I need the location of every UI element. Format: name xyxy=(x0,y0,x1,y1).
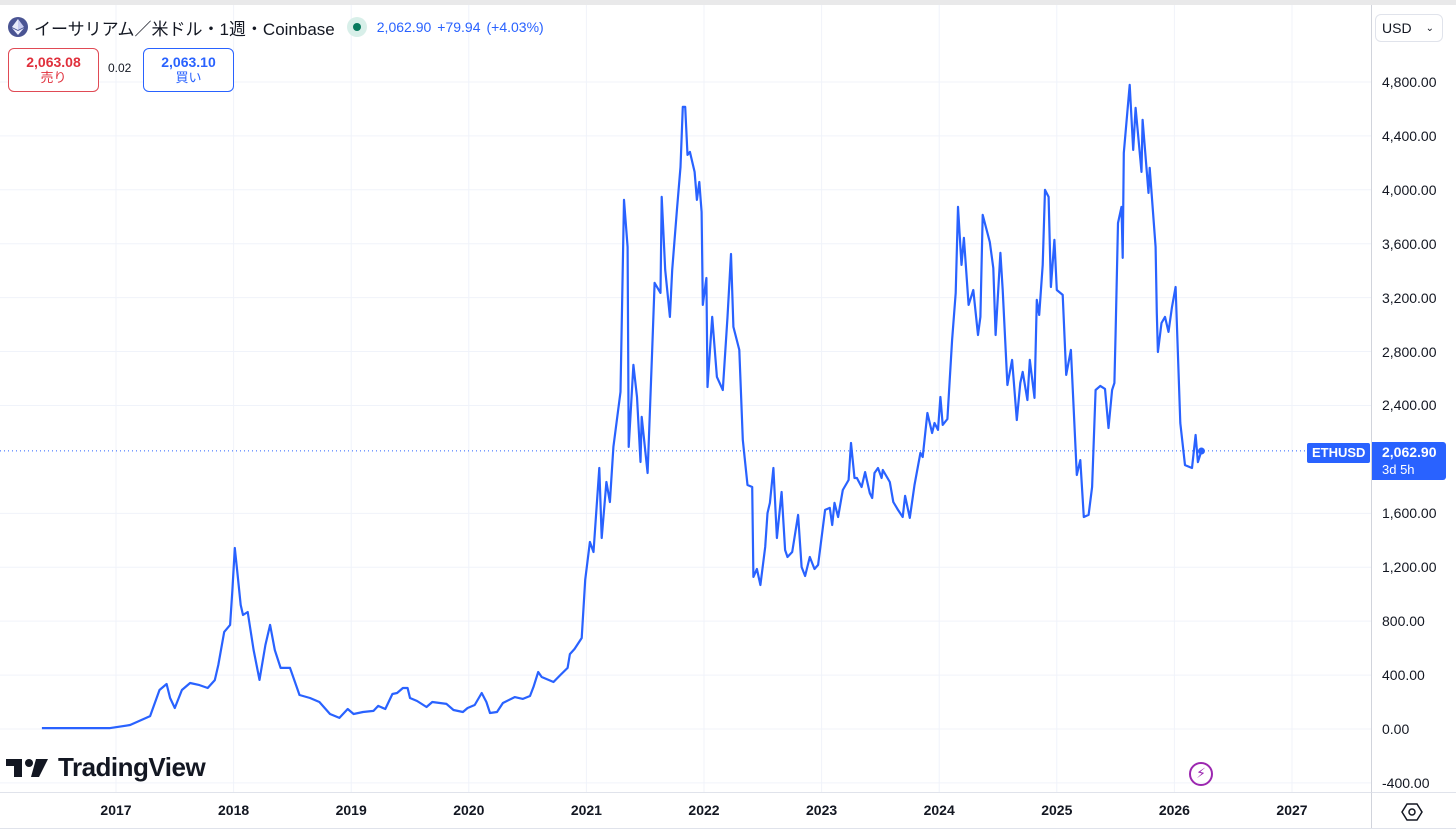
buy-price: 2,063.10 xyxy=(161,54,216,70)
price-axis-label: 800.00 xyxy=(1382,613,1425,630)
price-axis-label: 3,600.00 xyxy=(1382,235,1437,252)
chevron-down-icon: ⌄ xyxy=(1425,22,1434,34)
price-axis-label: 4,400.00 xyxy=(1382,127,1437,144)
price-axis-label: 0.00 xyxy=(1382,721,1410,737)
price-axis-label: 4,800.00 xyxy=(1382,73,1437,90)
sell-price: 2,063.08 xyxy=(26,54,81,70)
price-axis-label: 2,400.00 xyxy=(1382,397,1437,414)
time-axis-label: 2022 xyxy=(688,802,720,818)
chart-pane[interactable] xyxy=(0,5,1371,792)
currency-value: USD xyxy=(1382,20,1412,36)
buy-label: 買い xyxy=(175,70,202,85)
time-axis-label: 2017 xyxy=(100,802,132,818)
time-axis-label: 2027 xyxy=(1276,802,1308,818)
last-price-tag-value: 2,062.90 xyxy=(1382,444,1437,460)
time-axis-label: 2023 xyxy=(806,802,838,818)
time-axis-label: 2025 xyxy=(1041,802,1073,818)
symbol-price-tag: ETHUSD xyxy=(1307,443,1371,463)
buy-button[interactable]: 2,063.10 買い xyxy=(143,48,234,92)
time-axis-label: 2020 xyxy=(453,802,485,818)
last-price: 2,062.90 xyxy=(376,19,432,35)
top-border xyxy=(0,0,1456,5)
tradingview-logo[interactable]: TradingView xyxy=(4,752,206,783)
price-change-percent: (+4.03%) xyxy=(486,19,544,35)
sell-button[interactable]: 2,063.08 売り xyxy=(8,48,99,92)
price-axis-label: 4,000.00 xyxy=(1382,181,1437,198)
currency-select[interactable]: USD ⌄ xyxy=(1375,14,1443,42)
price-axis-label: 400.00 xyxy=(1382,667,1425,684)
price-axis-label: 3,200.00 xyxy=(1382,289,1437,306)
symbol-legend[interactable]: イーサリアム／米ドル・1週・Coinbase 2,062.90 +79.94 (+4… xyxy=(8,14,550,40)
settings-icon[interactable] xyxy=(1401,802,1423,822)
symbol-title[interactable]: イーサリアム／米ドル・1週・Coinbase xyxy=(34,19,335,39)
time-axis[interactable] xyxy=(0,792,1371,829)
price-axis-label: 1,600.00 xyxy=(1382,505,1437,522)
lightning-icon[interactable]: ⚡ xyxy=(1189,762,1213,786)
last-price-tag: 2,062.90 3d 5h xyxy=(1372,442,1446,480)
spread-value: 0.02 xyxy=(108,61,132,75)
bottom-border xyxy=(0,828,1456,839)
time-axis-label: 2018 xyxy=(218,802,250,818)
price-axis-label: 1,200.00 xyxy=(1382,559,1437,576)
price-change: +79.94 xyxy=(437,19,481,35)
tradingview-logo-icon xyxy=(6,758,48,777)
time-axis-label: 2026 xyxy=(1158,802,1190,818)
price-axis-label: 2,800.00 xyxy=(1382,343,1437,360)
bar-countdown: 3d 5h xyxy=(1382,462,1415,477)
price-axis-label: -400.00 xyxy=(1382,774,1430,791)
price-axis[interactable] xyxy=(1371,5,1456,792)
price-line-chart[interactable] xyxy=(0,5,1371,792)
time-axis-label: 2019 xyxy=(335,802,367,818)
time-axis-label: 2024 xyxy=(923,802,955,818)
ethereum-icon xyxy=(8,17,28,37)
time-axis-label: 2021 xyxy=(570,802,602,818)
axis-corner xyxy=(1371,792,1456,829)
market-open-dot-icon xyxy=(346,17,367,37)
quote-values: 2,062.90 +79.94 (+4.03%) xyxy=(377,19,550,35)
tradingview-logo-text: TradingView xyxy=(58,752,206,782)
sell-label: 売り xyxy=(40,70,67,85)
